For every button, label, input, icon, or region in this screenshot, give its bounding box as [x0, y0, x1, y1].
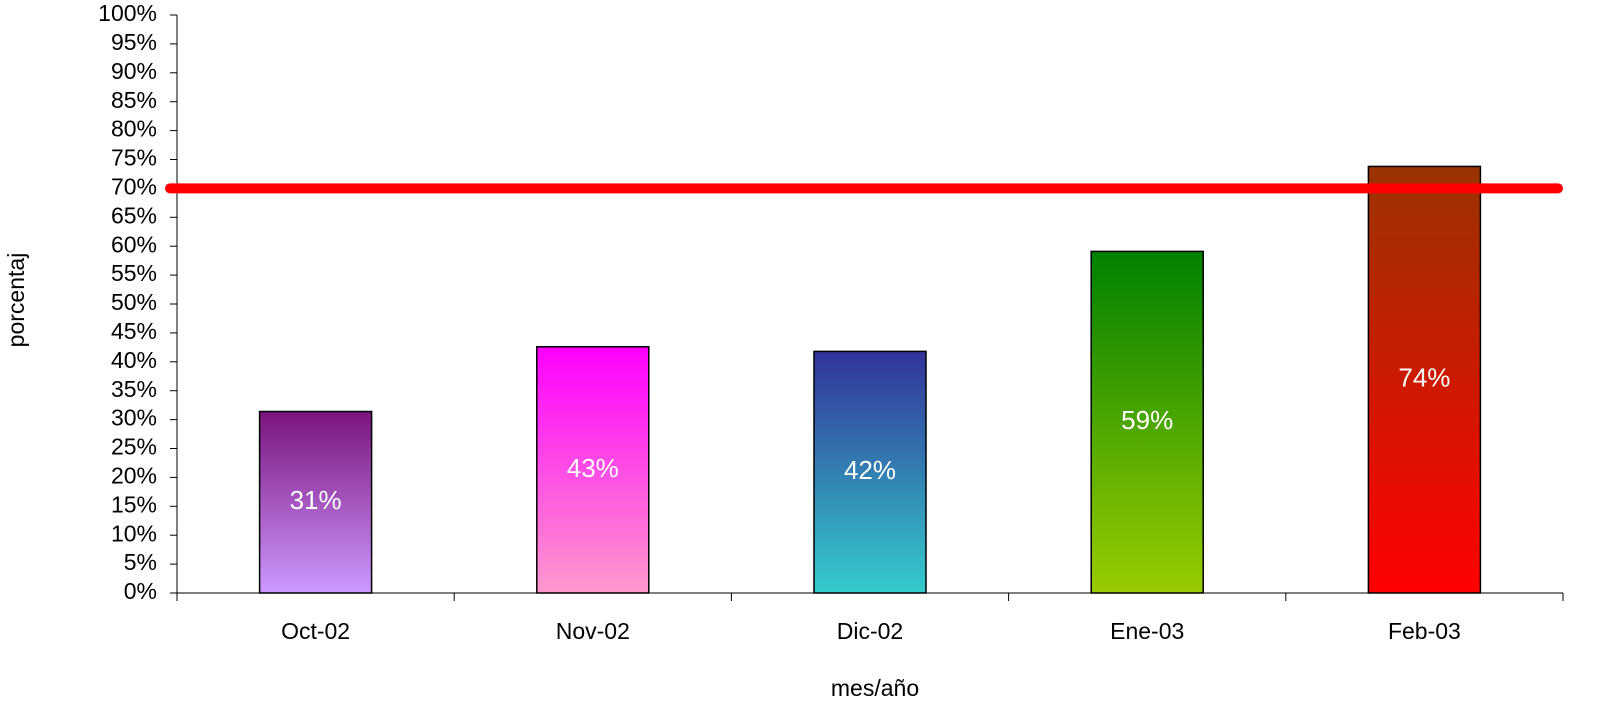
x-tick-label: Feb-03: [1388, 618, 1461, 644]
y-tick-label: 70%: [111, 173, 157, 199]
y-tick-label: 10%: [111, 520, 157, 546]
bar: [1090, 250, 1204, 594]
y-tick-label: 45%: [111, 318, 157, 344]
y-tick-label: 0%: [124, 578, 157, 604]
y-tick-label: 65%: [111, 202, 157, 228]
y-tick-label: 95%: [111, 29, 157, 55]
y-tick-label: 75%: [111, 145, 157, 171]
y-tick-label: 90%: [111, 58, 157, 84]
y-tick-label: 50%: [111, 289, 157, 315]
x-axis-title: mes/año: [831, 675, 919, 701]
y-tick-label: 80%: [111, 116, 157, 142]
y-tick-label: 15%: [111, 491, 157, 517]
y-tick-label: 25%: [111, 434, 157, 460]
bar: [1367, 165, 1482, 594]
data-label: 74%: [1398, 363, 1450, 393]
data-label: 59%: [1121, 405, 1173, 435]
y-tick-label: 85%: [111, 87, 157, 113]
y-axis-title: porcentaj: [3, 253, 29, 348]
x-tick-label: Dic-02: [837, 618, 903, 644]
y-tick-label: 35%: [111, 376, 157, 402]
x-tick-label: Ene-03: [1110, 618, 1184, 644]
data-label: 43%: [567, 453, 619, 483]
y-tick-label: 40%: [111, 347, 157, 373]
y-tick-label: 5%: [124, 549, 157, 575]
y-tick-label: 20%: [111, 462, 157, 488]
data-label: 42%: [844, 455, 896, 485]
y-tick-label: 55%: [111, 260, 157, 286]
bar: [536, 346, 650, 594]
y-tick-label: 30%: [111, 405, 157, 431]
x-tick-label: Oct-02: [281, 618, 350, 644]
x-tick-label: Nov-02: [556, 618, 630, 644]
bar: [258, 410, 373, 594]
data-label: 31%: [290, 485, 342, 515]
bar: [813, 350, 927, 594]
y-tick-label: 100%: [98, 0, 157, 26]
y-tick-label: 60%: [111, 231, 157, 257]
